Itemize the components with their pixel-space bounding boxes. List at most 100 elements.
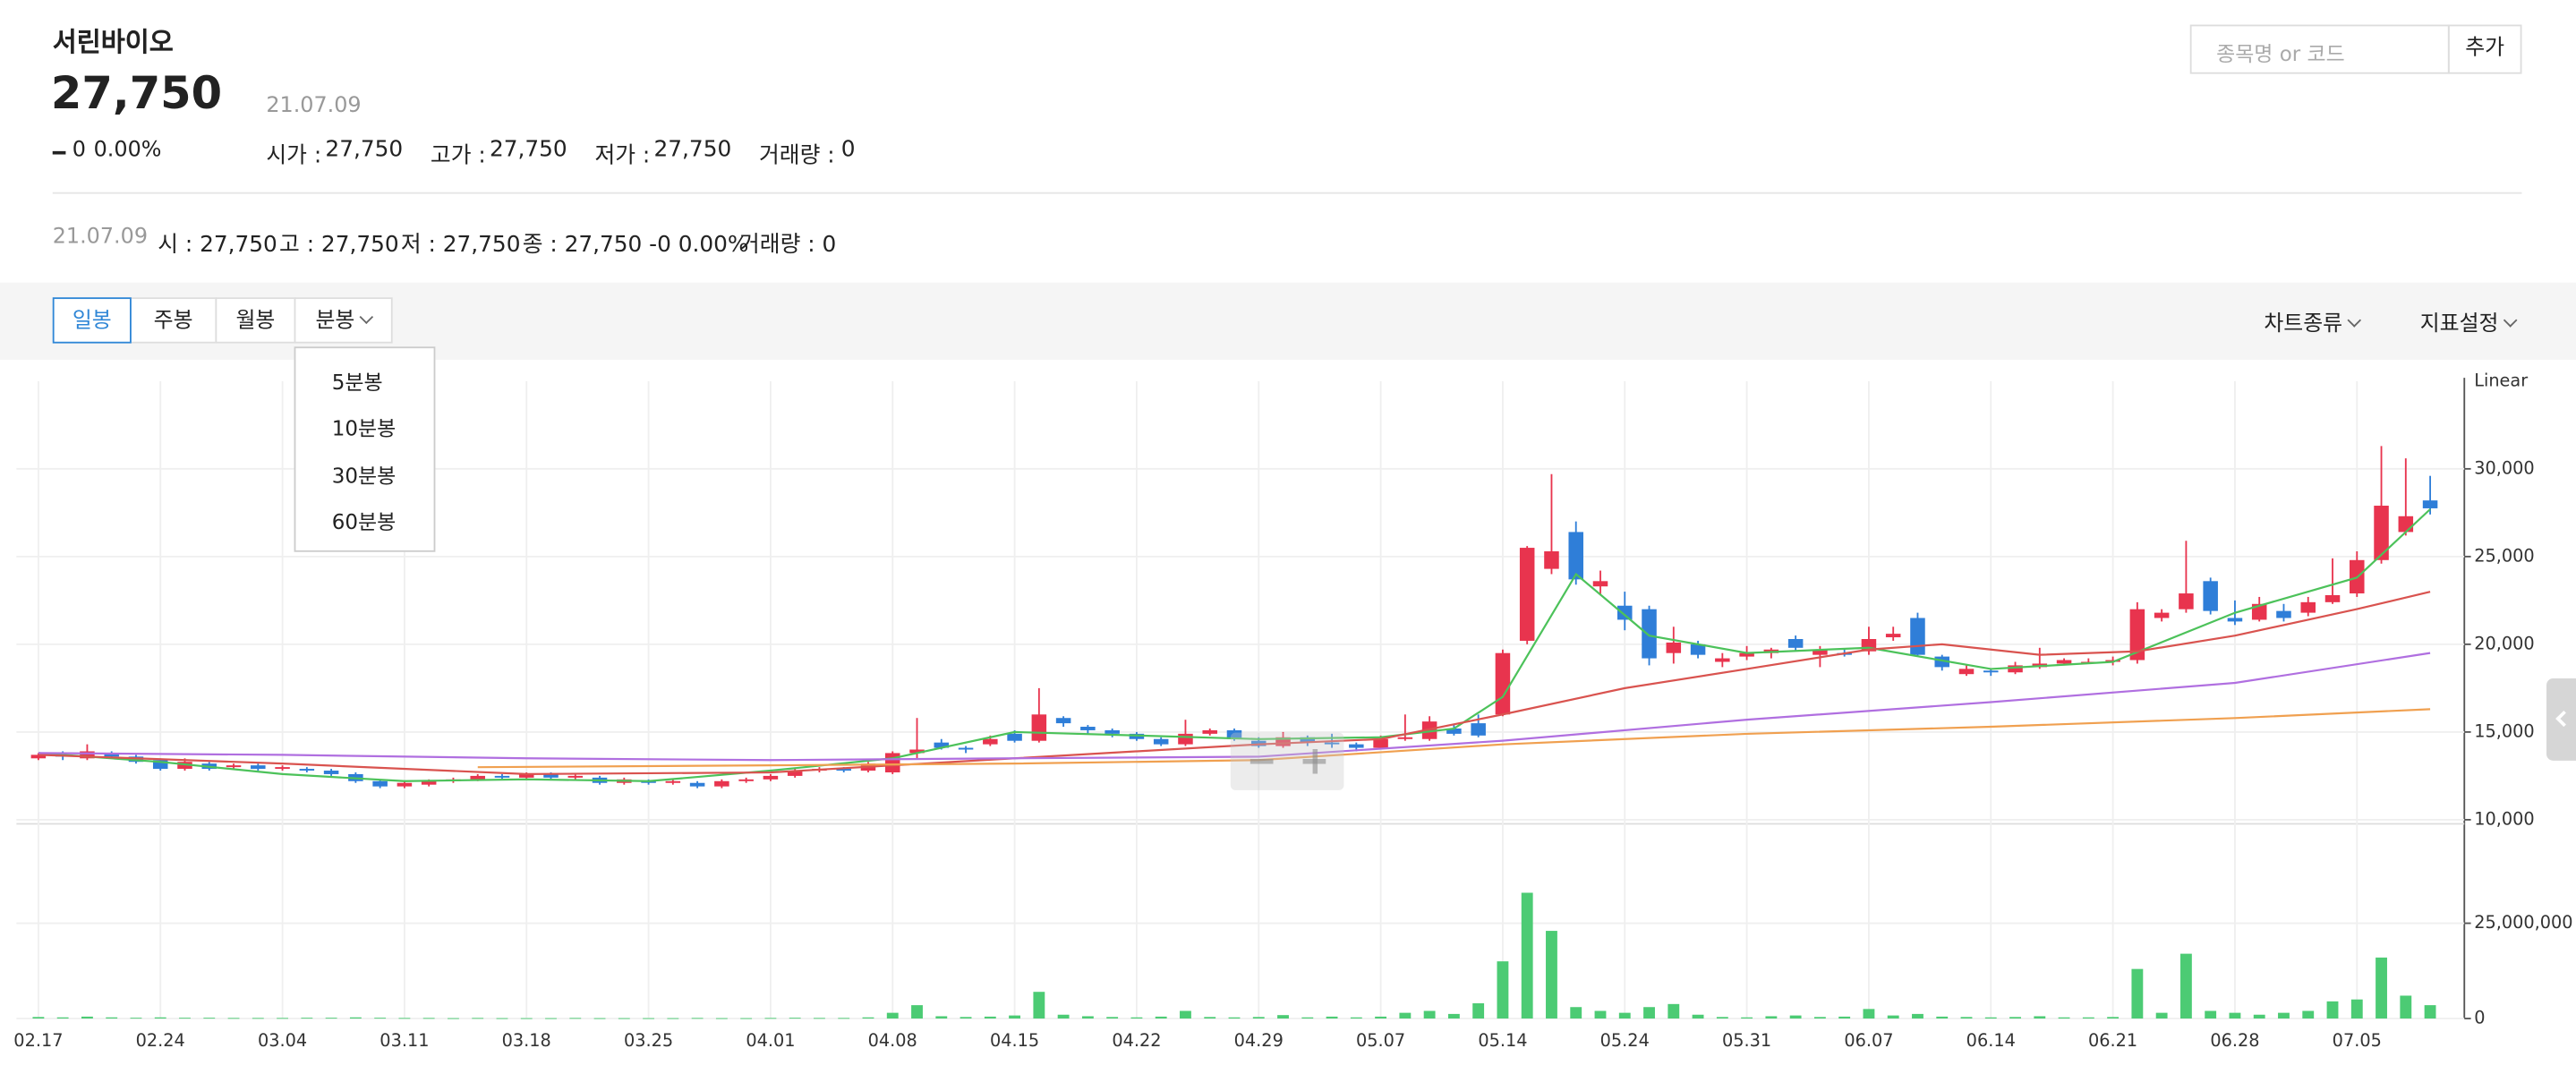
dropdown-option[interactable]: 60분봉: [331, 509, 397, 534]
zoom-out[interactable]: [1250, 759, 1274, 764]
candle-body: [251, 765, 266, 770]
candle-body: [787, 771, 803, 776]
candle-body: [1007, 733, 1022, 741]
volume-bar: [935, 1016, 948, 1019]
volume-bar: [2253, 1014, 2265, 1019]
zoom-control[interactable]: [1230, 732, 1344, 790]
candle-body: [1666, 642, 1682, 653]
volume-bar: [960, 1017, 972, 1019]
volume-bar: [984, 1016, 996, 1019]
candle-body: [1934, 656, 1949, 668]
volume-bar: [32, 1017, 45, 1019]
stat-value: 27,750: [653, 136, 732, 163]
volume-bar: [130, 1018, 142, 1019]
chevron-left: [2555, 710, 2572, 728]
x-tick-label: 03.25: [624, 1030, 673, 1051]
candle-body: [689, 782, 705, 787]
tab-minute[interactable]: 분봉: [294, 297, 393, 344]
volume-bar: [1716, 1017, 1728, 1019]
candle-body: [30, 754, 47, 759]
stat-label: 고가 :: [430, 142, 486, 170]
volume-bar: [1887, 1015, 1899, 1019]
volume-bar: [106, 1017, 118, 1019]
candle-body: [1690, 644, 1706, 655]
candle-body: [2227, 618, 2243, 622]
side-panel-toggle[interactable]: [2546, 678, 2576, 761]
volume-bar: [81, 1016, 93, 1019]
summary-item: 저 : 27,750: [400, 231, 521, 259]
add-button[interactable]: 추가: [2447, 24, 2522, 74]
candle-body: [2422, 500, 2438, 508]
volume-bar: [1789, 1015, 1802, 1019]
candle-body: [1495, 652, 1511, 715]
candle-body: [2056, 660, 2072, 664]
candle-body: [763, 775, 779, 780]
quote-date: 21.07.09: [266, 93, 362, 119]
y-tick-label: 15,000: [2474, 720, 2534, 741]
x-tick-label: 02.24: [136, 1030, 185, 1051]
volume-bar: [1130, 1017, 1143, 1019]
dropdown-option[interactable]: 30분봉: [331, 463, 397, 489]
chart-type-menu[interactable]: 차트종류: [2264, 305, 2361, 337]
volume-bar: [227, 1018, 240, 1019]
volume-bar: [2376, 957, 2387, 1019]
volume-bar: [1326, 1016, 1338, 1019]
search-placeholder: 종목명 or 코드: [2216, 40, 2345, 66]
y-tick-label: 10,000: [2474, 808, 2534, 829]
candle-body: [1031, 714, 1047, 741]
tab-day[interactable]: 일봉: [52, 297, 132, 344]
x-tick-label: 06.14: [1966, 1030, 2016, 1051]
candle-body: [372, 780, 388, 787]
volume-bar: [2009, 1017, 2021, 1019]
volume-bar: [838, 1018, 850, 1019]
volume-bar: [349, 1017, 362, 1019]
candle-body: [518, 773, 534, 778]
candle-body: [1568, 532, 1583, 580]
volume-bar: [1106, 1017, 1119, 1019]
dropdown-option[interactable]: 10분봉: [331, 415, 397, 440]
candle-body: [1983, 670, 1999, 673]
volume-bar: [301, 1018, 313, 1019]
candle-body: [2129, 609, 2145, 661]
volume-bar: [569, 1018, 582, 1019]
dropdown-option[interactable]: 5분봉: [331, 369, 383, 395]
candle-body: [1202, 729, 1217, 734]
summary-item: 고 : 27,750: [279, 231, 399, 259]
volume-bar: [1252, 1017, 1265, 1019]
volume-bar: [1375, 1016, 1387, 1019]
search-input[interactable]: 종목명 or 코드: [2189, 24, 2450, 74]
candle-body: [323, 771, 339, 774]
candle-body: [1715, 658, 1730, 662]
indicator-menu[interactable]: 지표설정: [2419, 305, 2518, 337]
volume-bar: [1863, 1009, 1875, 1019]
candle-body: [299, 769, 315, 771]
candle-body: [1642, 609, 1657, 659]
volume-bar: [56, 1017, 69, 1019]
chart-type-label: 차트종류: [2264, 311, 2343, 337]
moving-average-line: [38, 508, 2431, 782]
y-tick-label: 30,000: [2474, 457, 2534, 478]
moving-average-line: [38, 652, 2431, 762]
tab-week[interactable]: 주봉: [130, 297, 218, 344]
volume-bar: [1765, 1016, 1778, 1019]
stat-value: 0: [840, 136, 856, 163]
stock-price: 27,750: [50, 69, 223, 120]
indicator-label: 지표설정: [2419, 311, 2499, 337]
candle-body: [2374, 506, 2389, 560]
scale-label: Linear: [2474, 370, 2528, 390]
volume-bar: [422, 1018, 435, 1019]
volume-bar: [1423, 1010, 1436, 1019]
candle-body: [543, 773, 559, 778]
moving-average-line: [477, 708, 2431, 769]
x-tick-label: 06.28: [2210, 1030, 2259, 1051]
candle-body: [1105, 729, 1120, 734]
volume-bar: [1204, 1017, 1216, 1019]
x-tick-label: 02.17: [13, 1030, 63, 1051]
candle-body: [1226, 729, 1242, 739]
volume-bar: [886, 1012, 899, 1019]
candle-body: [1592, 581, 1608, 587]
candle-body: [1813, 649, 1828, 655]
tab-minute-label: 분봉: [315, 309, 355, 334]
tab-month[interactable]: 월봉: [215, 297, 296, 344]
